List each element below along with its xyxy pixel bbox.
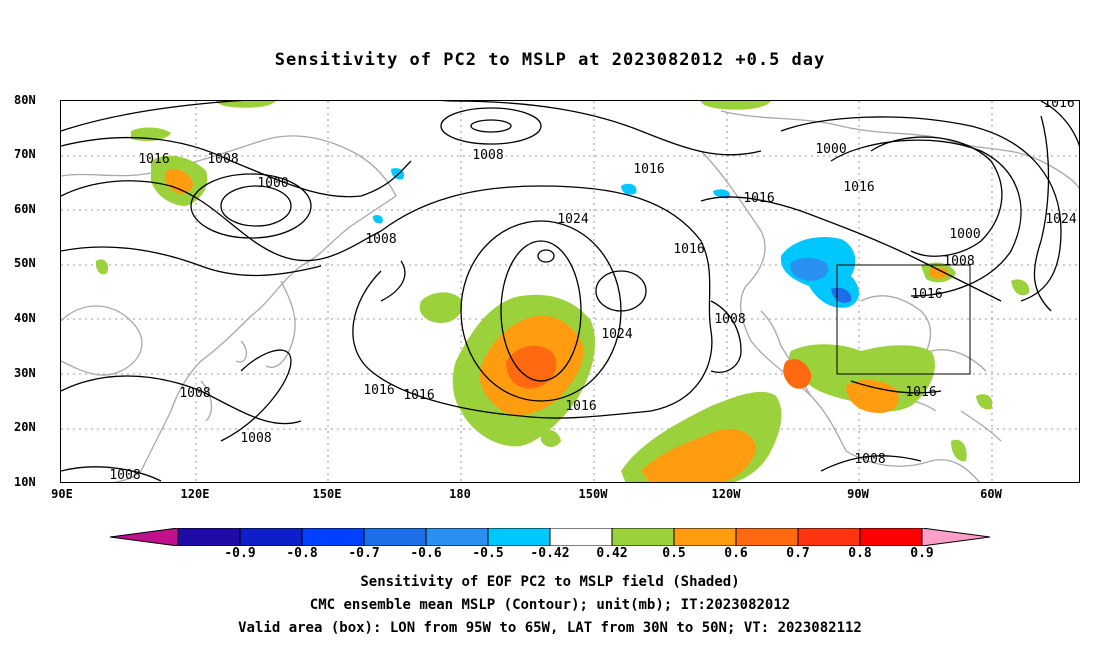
contour-label: 1016 — [843, 180, 874, 195]
contour-label: 1024 — [1045, 212, 1076, 227]
contour-label: 1016 — [1043, 101, 1074, 111]
lat-label-40n: 40N — [14, 311, 36, 325]
colorbar-swatch — [797, 527, 861, 547]
colorbar-swatch — [425, 527, 489, 547]
footer-line-1: Sensitivity of EOF PC2 to MSLP field (Sh… — [360, 574, 740, 590]
chart-title: Sensitivity of PC2 to MSLP at 2023082012… — [274, 50, 826, 70]
colorbar — [109, 527, 991, 547]
colorbar-tick-label: 0.8 — [848, 546, 872, 561]
contour-label: 1000 — [257, 176, 288, 191]
contour-label: 1008 — [240, 431, 271, 446]
contour-label: 1016 — [673, 242, 704, 257]
contour-label: 1024 — [601, 327, 632, 342]
lat-label-50n: 50N — [14, 256, 36, 270]
positive-sensitivity-shading — [95, 101, 1030, 482]
contour-label: 1016 — [633, 162, 664, 177]
contour-label: 1008 — [365, 232, 396, 247]
map-canvas: 1016 1008 1000 1008 1008 1016 1024 1016 … — [61, 101, 1079, 483]
colorbar-swatch — [859, 527, 923, 547]
map-panel: 1016 1008 1000 1008 1008 1016 1024 1016 … — [60, 100, 1080, 483]
lon-label-120e: 120E — [180, 487, 210, 501]
colorbar-tick-label: -0.8 — [286, 546, 318, 561]
colorbar-tick-label: 0.6 — [724, 546, 748, 561]
contour-label: 1008 — [109, 468, 140, 483]
colorbar-tick-label: 0.42 — [596, 546, 628, 561]
contour-label: 1016 — [911, 287, 942, 302]
lon-label-150e: 150E — [312, 487, 342, 501]
contour-label: 1016 — [565, 399, 596, 414]
contour-labels: 1016 1008 1000 1008 1008 1016 1024 1016 … — [109, 101, 1076, 483]
valid-area-box — [836, 264, 971, 375]
colorbar-over-swatch — [921, 527, 991, 547]
contour-label: 1024 — [557, 212, 588, 227]
contour-label: 1000 — [815, 142, 846, 157]
negative-sensitivity-shading — [372, 168, 859, 308]
footer-line-3: Valid area (box): LON from 95W to 65W, L… — [238, 620, 862, 636]
colorbar-tick-label: -0.9 — [224, 546, 256, 561]
lat-label-30n: 30N — [14, 366, 36, 380]
colorbar-swatch — [301, 527, 365, 547]
lon-label-150w: 150W — [578, 487, 608, 501]
lat-label-10n: 10N — [14, 475, 36, 489]
contour-label: 1008 — [714, 312, 745, 327]
contour-label: 1008 — [207, 152, 238, 167]
colorbar-swatch — [177, 527, 241, 547]
contour-label: 1008 — [854, 452, 885, 467]
colorbar-under-swatch — [109, 527, 179, 547]
lat-label-60n: 60N — [14, 202, 36, 216]
colorbar-swatch — [549, 527, 613, 547]
lat-label-20n: 20N — [14, 420, 36, 434]
contour-label: 1016 — [905, 385, 936, 400]
lat-label-70n: 70N — [14, 147, 36, 161]
contour-label: 1008 — [472, 148, 503, 163]
colorbar-swatch — [239, 527, 303, 547]
contour-label: 1008 — [943, 254, 974, 269]
contour-label: 1016 — [363, 383, 394, 398]
colorbar-swatch — [487, 527, 551, 547]
colorbar-tick-label: -0.7 — [348, 546, 380, 561]
contour-label: 1016 — [403, 388, 434, 403]
contour-label: 1000 — [949, 227, 980, 242]
colorbar-swatches — [109, 527, 991, 547]
footer-line-2: CMC ensemble mean MSLP (Contour); unit(m… — [309, 597, 791, 613]
colorbar-tick-label: -0.42 — [530, 546, 570, 561]
colorbar-tick-label: -0.5 — [472, 546, 504, 561]
mslp-contours — [61, 101, 1079, 482]
lon-label-120w: 120W — [711, 487, 741, 501]
lon-label-90e: 90E — [51, 487, 73, 501]
colorbar-swatch — [611, 527, 675, 547]
lon-label-90w: 90W — [847, 487, 869, 501]
lat-label-80n: 80N — [14, 93, 36, 107]
colorbar-tick-label: 0.5 — [662, 546, 686, 561]
colorbar-tick-label: 0.7 — [786, 546, 810, 561]
lon-label-60w: 60W — [980, 487, 1002, 501]
colorbar-swatch — [673, 527, 737, 547]
contour-label: 1008 — [179, 386, 210, 401]
colorbar-swatch — [363, 527, 427, 547]
lon-label-180: 180 — [449, 487, 471, 501]
colorbar-swatch — [735, 527, 799, 547]
contour-label: 1016 — [743, 191, 774, 206]
colorbar-tick-label: 0.9 — [910, 546, 934, 561]
colorbar-tick-label: -0.6 — [410, 546, 442, 561]
contour-label: 1016 — [138, 152, 169, 167]
